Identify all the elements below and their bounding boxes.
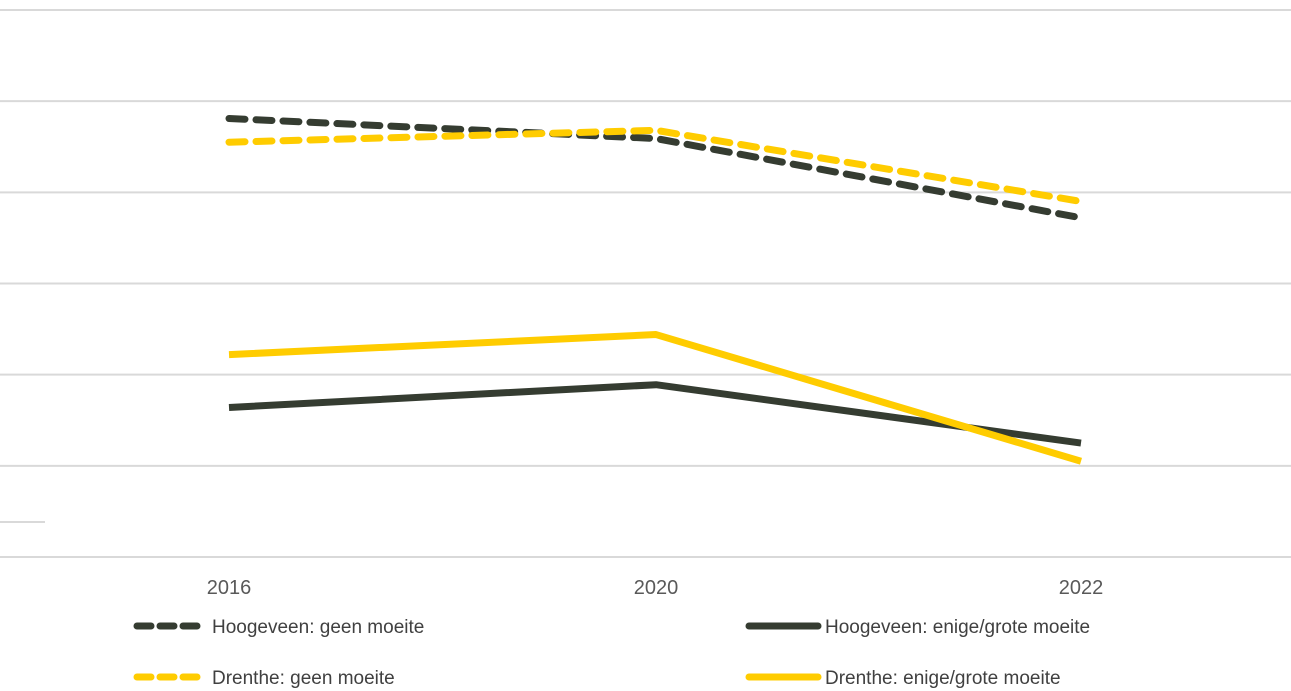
legend: Hoogeveen: geen moeite Hoogeveen: enige/…	[133, 617, 1090, 689]
series-line-0	[225, 114, 1085, 222]
x-tick-label: 2022	[1059, 577, 1104, 599]
x-tick-label: 2020	[634, 577, 679, 599]
legend-label: Drenthe: enige/grote moeite	[825, 668, 1061, 689]
series-line-2	[225, 126, 1085, 205]
legend-item-hoogeveen-enige-grote-moeite: Hoogeveen: enige/grote moeite	[745, 617, 1090, 638]
legend-item-drenthe-geen-moeite: Drenthe: geen moeite	[133, 668, 395, 689]
legend-item-drenthe-enige-grote-moeite: Drenthe: enige/grote moeite	[745, 668, 1061, 689]
gridlines	[0, 9, 1291, 558]
series-group	[225, 114, 1085, 465]
legend-label: Hoogeveen: enige/grote moeite	[825, 617, 1090, 638]
x-axis-tick-labels: 2016 2020 2022	[207, 577, 1104, 599]
legend-label: Drenthe: geen moeite	[212, 668, 395, 689]
series-line-3	[228, 331, 1083, 465]
series-line-1	[228, 381, 1082, 447]
x-tick-label: 2016	[207, 577, 252, 599]
legend-item-hoogeveen-geen-moeite: Hoogeveen: geen moeite	[133, 617, 424, 638]
legend-label: Hoogeveen: geen moeite	[212, 617, 424, 638]
